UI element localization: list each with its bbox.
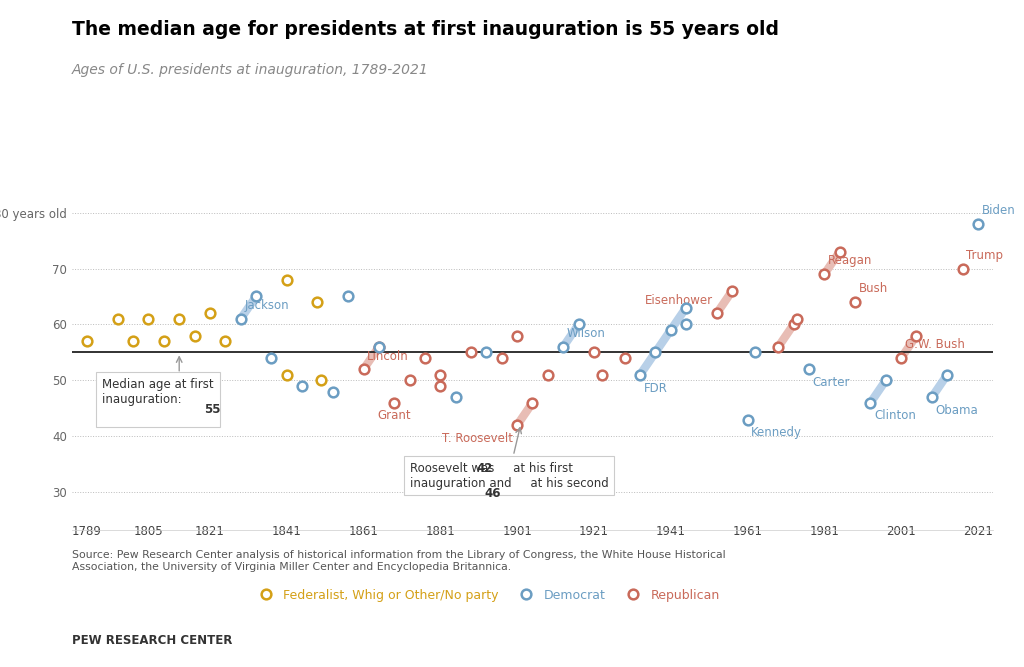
Text: Clinton: Clinton <box>874 410 916 422</box>
Text: Bush: Bush <box>859 282 888 295</box>
Text: Source: Pew Research Center analysis of historical information from the Library : Source: Pew Research Center analysis of … <box>72 550 725 572</box>
Text: G.W. Bush: G.W. Bush <box>905 338 965 352</box>
Text: Grant: Grant <box>378 410 411 422</box>
Text: The median age for presidents at first inauguration is 55 years old: The median age for presidents at first i… <box>72 20 778 39</box>
Legend: Federalist, Whig or Other/No party, Democrat, Republican: Federalist, Whig or Other/No party, Demo… <box>248 584 725 607</box>
Text: Biden: Biden <box>982 204 1016 217</box>
Text: Roosevelt was     at his first
inauguration and     at his second: Roosevelt was at his first inauguration … <box>410 462 608 490</box>
Text: Carter: Carter <box>813 376 850 389</box>
Text: 42: 42 <box>477 462 494 474</box>
Text: Eisenhower: Eisenhower <box>645 293 713 307</box>
Text: Wilson: Wilson <box>567 327 606 340</box>
Text: Kennedy: Kennedy <box>752 426 803 440</box>
Text: 55: 55 <box>204 403 220 416</box>
Text: Trump: Trump <box>967 249 1004 262</box>
Text: Reagan: Reagan <box>828 254 872 267</box>
Text: T. Roosevelt: T. Roosevelt <box>442 432 513 445</box>
Text: Jackson: Jackson <box>245 299 289 312</box>
Text: PEW RESEARCH CENTER: PEW RESEARCH CENTER <box>72 634 232 646</box>
Text: 46: 46 <box>484 487 501 500</box>
Text: FDR: FDR <box>644 382 668 394</box>
Text: Obama: Obama <box>936 404 978 417</box>
Text: Median age at first
inauguration:: Median age at first inauguration: <box>102 378 214 421</box>
Text: Ages of U.S. presidents at inauguration, 1789-2021: Ages of U.S. presidents at inauguration,… <box>72 63 428 77</box>
Text: Lincoln: Lincoln <box>368 350 410 362</box>
